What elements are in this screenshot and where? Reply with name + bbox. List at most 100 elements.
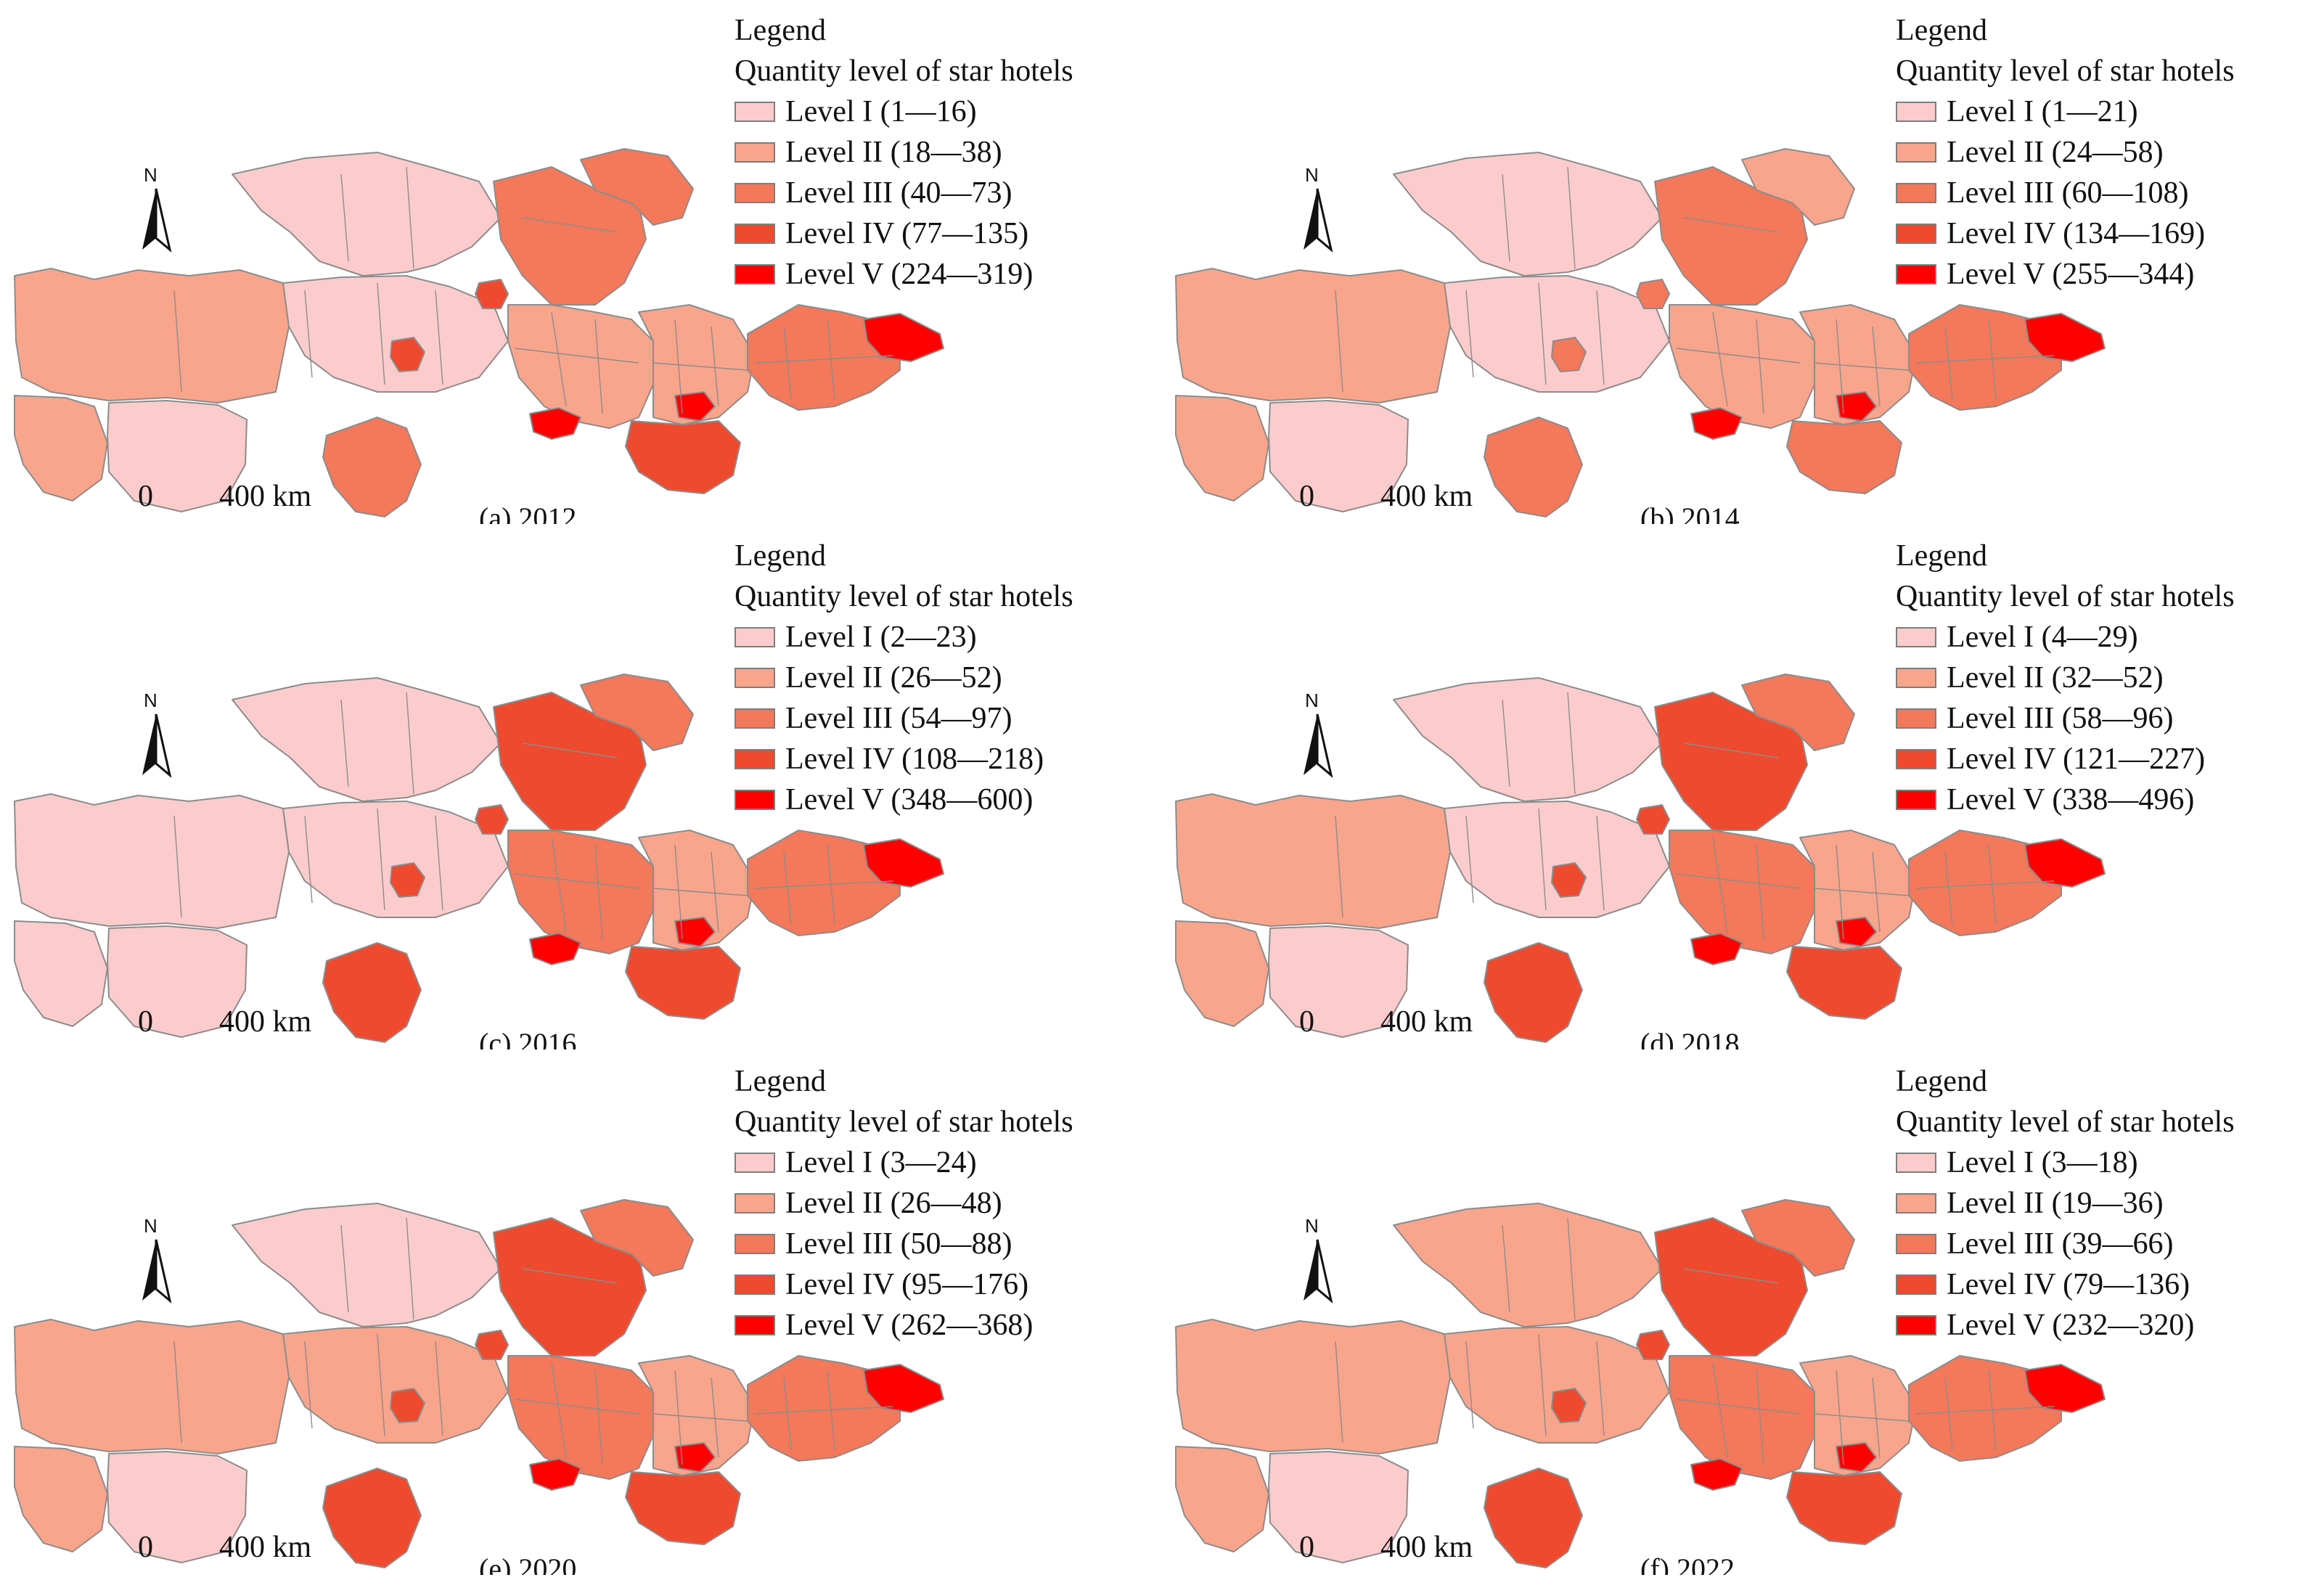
legend-label: Level IV (77—135) [785,217,1029,250]
north-arrow-icon [1304,1239,1333,1304]
region-east-city [1836,1442,1877,1473]
legend-swatch [735,142,775,163]
legend-item: Level IV (95—176) [735,1264,1073,1305]
district-boundary [783,326,792,400]
district-boundary [551,311,567,407]
region-center [282,275,509,393]
district-boundary [515,348,639,364]
region-north [1393,677,1663,802]
scale-zero-label: 0 [1299,1005,1314,1039]
legend-item: Level I (3—18) [1896,1142,2235,1183]
legend-label: Level V (232—320) [1947,1309,2195,1342]
region-center [1444,1326,1670,1444]
legend: Legend Quantity level of star hotels Level… [735,536,1073,820]
region-southwest [14,1446,108,1552]
region-southwest [1175,920,1269,1027]
legend-swatch [1896,1234,1936,1254]
region-mongolia [493,692,647,831]
scale-distance-label: 400 km [219,480,312,513]
region-southwest [1175,1446,1269,1552]
region-small-a [390,862,425,898]
region-coast-city [863,1364,944,1413]
district-boundary [594,844,603,940]
district-boundary [1465,1341,1474,1429]
district-boundary [1567,166,1576,269]
legend-swatch [735,749,775,769]
legend-label: Level V (224—319) [785,258,1034,291]
region-east-city [674,391,716,422]
region-small-b [475,804,509,835]
legend-swatch [1896,1193,1936,1214]
region-small-b [475,1330,509,1360]
legend-label: Level V (262—368) [785,1309,1034,1342]
legend-label: Level IV (95—176) [785,1268,1029,1301]
region-east-city [674,917,716,947]
district-boundary [652,888,748,896]
scale-distance-label: 400 km [1380,1005,1473,1039]
legend-label: Level II (26—52) [785,661,1002,695]
legend-item: Level V (348—600) [735,779,1073,820]
region-coast-city [2024,838,2106,888]
district-boundary [1465,815,1474,904]
scale-zero-label: 0 [1299,1531,1314,1564]
region-center [282,1326,509,1444]
legend-swatch [1896,1274,1936,1295]
district-boundary [1712,311,1728,407]
region-south [1484,942,1583,1043]
district-boundary [1596,1341,1605,1436]
region-loess [507,1355,654,1480]
region-northeast [1741,674,1855,751]
district-boundary [1944,326,1953,400]
district-boundary [515,1399,639,1415]
district-boundary [1502,173,1510,262]
region-coast [747,304,901,411]
district-boundary [1683,1268,1779,1284]
legend-swatch [735,1315,775,1335]
region-tibet [107,925,247,1038]
district-boundary [1538,282,1547,385]
legend-item: Level II (18—38) [735,132,1073,173]
region-south [322,1468,422,1568]
legend-swatch [1896,708,1936,729]
district-boundary [1683,742,1779,758]
district-boundary [711,326,719,407]
district-boundary [551,1362,567,1458]
district-boundary [1872,326,1881,407]
district-boundary [652,362,748,371]
region-south [1484,417,1583,517]
legend-label: Level I (4—29) [1947,621,2138,654]
region-loess [507,304,654,429]
district-boundary [1502,699,1510,787]
region-southwest [14,920,108,1027]
panel-caption: (c) 2016 [479,1027,577,1049]
legend-swatch [1896,790,1936,810]
district-boundary [1915,355,2055,364]
district-boundary [1335,815,1343,918]
region-central-city [1690,1458,1743,1491]
legend-swatch [1896,183,1936,203]
legend-swatch [735,790,775,810]
north-arrow-icon [1304,713,1333,779]
region-small-b [1636,1330,1670,1360]
region-loess [1669,304,1815,429]
legend-label: Level III (58—96) [1947,702,2174,735]
region-mongolia [493,1217,647,1356]
region-tibet [107,1451,247,1563]
district-boundary [1538,1333,1547,1436]
scale-distance-label: 400 km [1380,480,1473,513]
legend-item: Level I (3—24) [735,1142,1073,1183]
district-boundary [304,815,313,904]
legend-swatch [735,708,775,729]
choropleth-map [1175,148,2106,517]
north-label: N [1305,1215,1319,1237]
region-tibet [1268,1451,1409,1563]
legend-subtitle: Quantity level of star hotels [735,54,1073,88]
north-arrow: N [1298,1215,1337,1310]
district-boundary [594,1370,603,1465]
legend-label: Level V (338—496) [1947,783,2195,817]
region-small-a [1551,862,1587,898]
legend: Legend Quantity level of star hotels Level… [1896,10,2235,295]
region-north [1393,1203,1663,1327]
choropleth-map [14,148,944,517]
district-boundary [783,1377,792,1451]
